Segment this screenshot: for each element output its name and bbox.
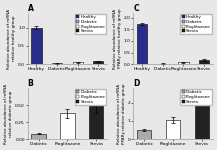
Legend: Healthy, Diabetic, Pioglitazone, Stevia: Healthy, Diabetic, Pioglitazone, Stevia	[180, 14, 212, 34]
Text: B: B	[28, 79, 33, 88]
Bar	[89, 105, 104, 139]
Y-axis label: Relative abundance of mRNA
relative diabetic group: Relative abundance of mRNA relative diab…	[4, 84, 13, 144]
Bar	[137, 130, 151, 139]
Legend: Healthy, Diabetic, Pioglitazone, Stevia: Healthy, Diabetic, Pioglitazone, Stevia	[75, 14, 106, 34]
Bar	[93, 61, 104, 64]
Bar	[31, 28, 42, 64]
Bar	[166, 120, 180, 139]
Text: D: D	[133, 79, 140, 88]
Bar	[60, 113, 75, 139]
Bar	[52, 63, 62, 64]
Text: A: A	[28, 4, 34, 13]
Bar	[195, 103, 209, 139]
Y-axis label: Relative abundance of mRNA
relative healthy group: Relative abundance of mRNA relative heal…	[7, 9, 16, 69]
Legend: Diabetic, Pioglitazone, Stevia: Diabetic, Pioglitazone, Stevia	[75, 89, 106, 105]
Y-axis label: Relative abundance of mRNA
PPARγ relative healthy group: Relative abundance of mRNA PPARγ relativ…	[113, 9, 122, 69]
Legend: Diabetic, Pioglitazone, Stevia: Diabetic, Pioglitazone, Stevia	[180, 89, 212, 105]
Bar	[72, 62, 83, 64]
Bar	[31, 134, 46, 139]
Bar	[178, 62, 189, 64]
Y-axis label: Relative abundance of mRNA
PPARγ relative diabetic group: Relative abundance of mRNA PPARγ relativ…	[117, 83, 126, 144]
Bar	[137, 24, 147, 64]
Bar	[199, 60, 209, 64]
Text: C: C	[133, 4, 139, 13]
